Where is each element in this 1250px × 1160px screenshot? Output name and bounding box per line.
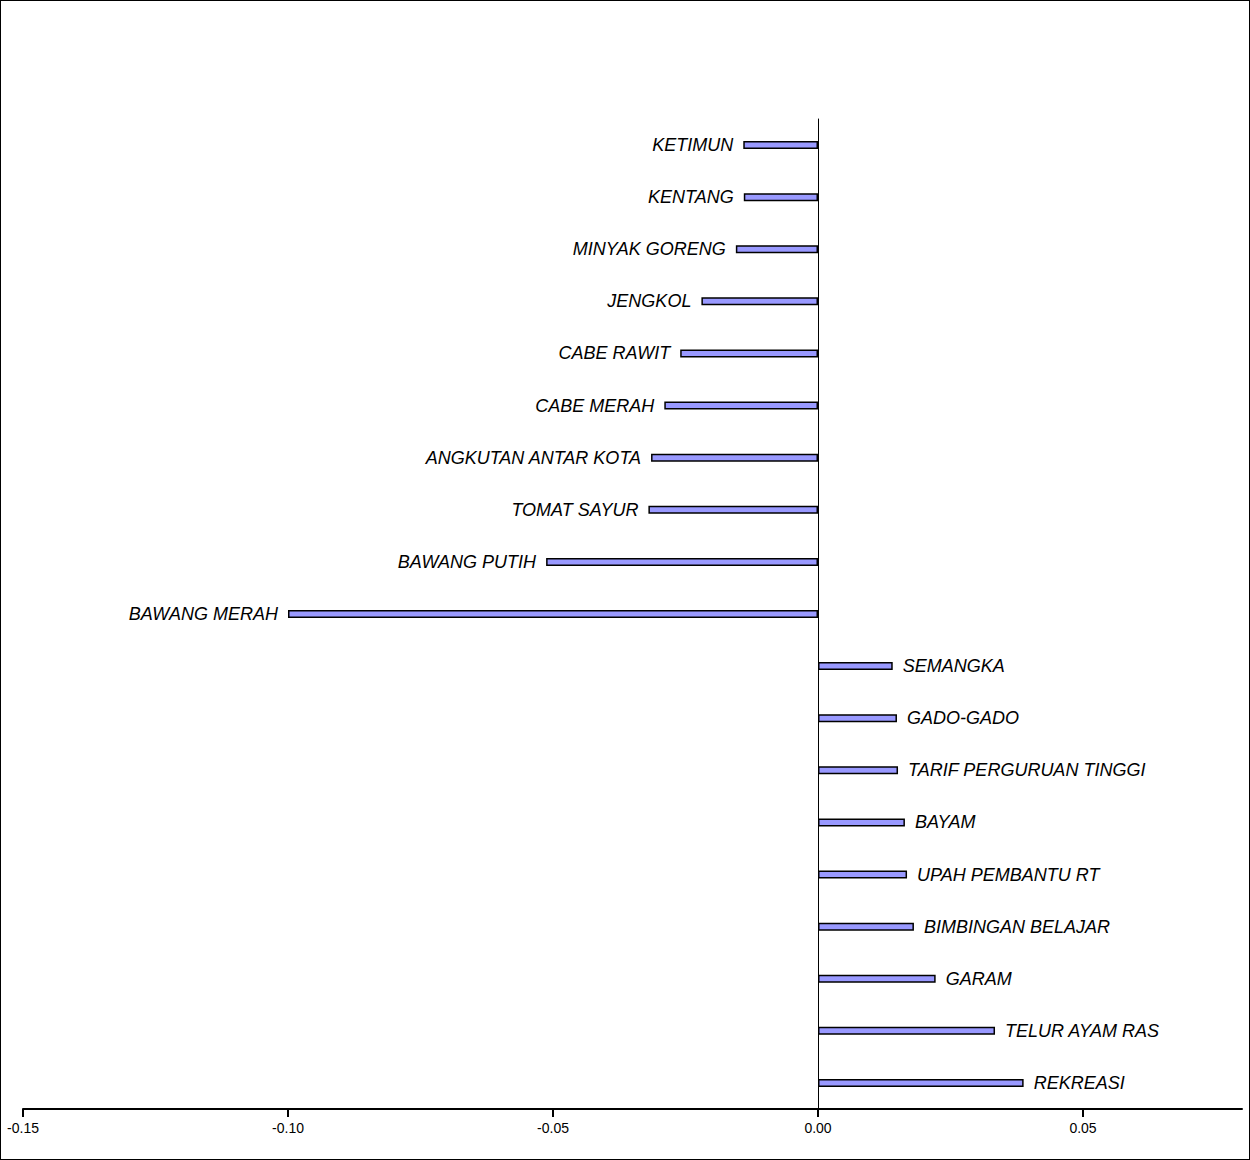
svg-text:GARAM: GARAM: [946, 969, 1012, 989]
svg-text:TOMAT SAYUR: TOMAT SAYUR: [511, 500, 638, 520]
svg-text:MINYAK GORENG: MINYAK GORENG: [573, 239, 726, 259]
svg-text:KENTANG: KENTANG: [648, 187, 734, 207]
svg-text:0.05: 0.05: [1069, 1120, 1096, 1136]
svg-text:BAWANG PUTIH: BAWANG PUTIH: [398, 552, 537, 572]
svg-text:GADO-GADO: GADO-GADO: [907, 708, 1019, 728]
svg-text:TELUR AYAM RAS: TELUR AYAM RAS: [1005, 1021, 1159, 1041]
svg-text:CABE RAWIT: CABE RAWIT: [559, 343, 673, 363]
svg-text:BAWANG MERAH: BAWANG MERAH: [129, 604, 279, 624]
svg-text:-0.15: -0.15: [7, 1120, 39, 1136]
svg-text:-0.05: -0.05: [537, 1120, 569, 1136]
svg-text:TARIF PERGURUAN TINGGI: TARIF PERGURUAN TINGGI: [908, 760, 1145, 780]
svg-text:CABE MERAH: CABE MERAH: [535, 396, 655, 416]
svg-text:KETIMUN: KETIMUN: [652, 135, 734, 155]
svg-text:JENGKOL: JENGKOL: [606, 291, 691, 311]
svg-text:SEMANGKA: SEMANGKA: [903, 656, 1005, 676]
svg-text:REKREASI: REKREASI: [1034, 1073, 1125, 1093]
svg-text:-0.10: -0.10: [272, 1120, 304, 1136]
svg-text:BIMBINGAN BELAJAR: BIMBINGAN BELAJAR: [924, 917, 1110, 937]
svg-text:BAYAM: BAYAM: [915, 812, 976, 832]
svg-text:UPAH PEMBANTU RT: UPAH PEMBANTU RT: [917, 865, 1101, 885]
svg-text:0.00: 0.00: [804, 1120, 831, 1136]
svg-text:ANGKUTAN ANTAR KOTA: ANGKUTAN ANTAR KOTA: [425, 448, 641, 468]
